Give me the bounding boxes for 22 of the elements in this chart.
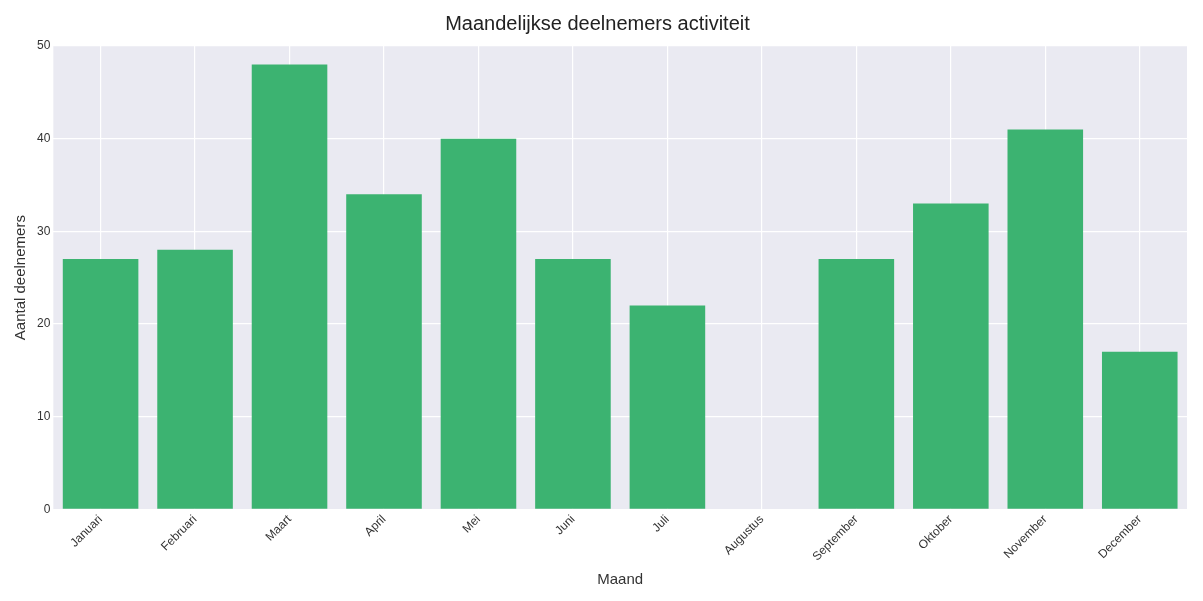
bar	[1007, 129, 1084, 509]
y-tick-label: 10	[36, 408, 51, 423]
bar	[440, 138, 517, 509]
y-tick-label: 0	[43, 501, 51, 516]
chart-title: Maandelijkse deelnemers activiteit	[445, 11, 751, 34]
y-tick-label: 30	[36, 223, 51, 238]
bar	[157, 249, 233, 509]
x-tick-label: Mei	[459, 511, 483, 536]
bar	[818, 259, 895, 509]
y-tick-label: 50	[36, 38, 51, 53]
y-tick-label: 20	[36, 316, 51, 331]
bar	[913, 203, 989, 509]
bar	[346, 194, 422, 509]
bar	[535, 259, 611, 509]
bar	[251, 64, 328, 509]
x-axis-title: Maand	[597, 570, 644, 588]
bar	[62, 259, 139, 509]
y-tick-label: 40	[36, 130, 51, 145]
x-tick-label: Juli	[649, 511, 672, 535]
bar	[629, 305, 706, 509]
y-axis-title: Aantal deelnemers	[11, 215, 29, 341]
bar	[1101, 351, 1178, 509]
